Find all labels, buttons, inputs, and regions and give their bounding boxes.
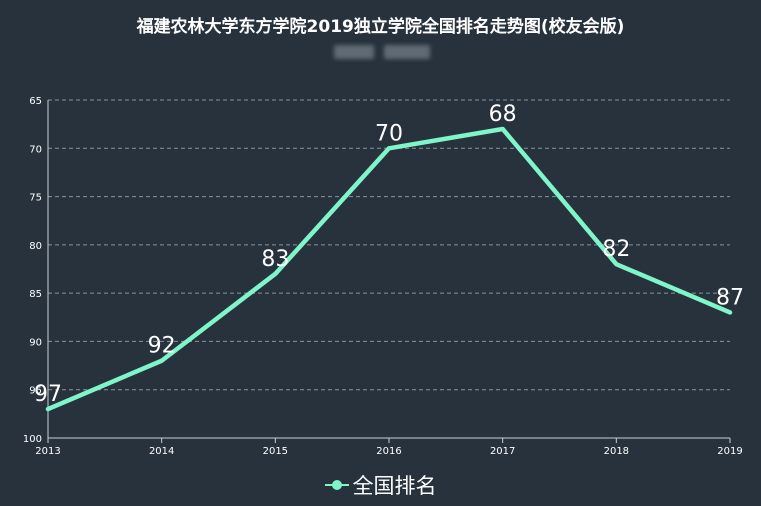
x-tick-label: 2014 xyxy=(149,446,174,457)
data-point xyxy=(159,358,164,363)
data-point xyxy=(614,262,619,267)
x-tick-label: 2016 xyxy=(376,446,401,457)
legend[interactable]: 全国排名 xyxy=(0,470,761,500)
data-label: 97 xyxy=(34,382,62,407)
blurred-subtitle-part-2 xyxy=(384,45,430,59)
data-point xyxy=(387,146,391,151)
chart-title: 福建农林大学东方学院2019独立学院全国排名走势图(校友会版) xyxy=(136,17,625,37)
x-tick-label: 2019 xyxy=(717,446,742,457)
data-point xyxy=(46,407,50,412)
series-line xyxy=(45,126,733,412)
blurred-subtitle-part-1 xyxy=(334,45,374,59)
legend-marker-icon xyxy=(324,478,349,492)
y-tick-label: 90 xyxy=(29,337,42,348)
x-tick-label: 2018 xyxy=(604,446,629,457)
data-point xyxy=(500,126,505,131)
y-tick-label: 75 xyxy=(29,193,42,204)
data-label: 83 xyxy=(261,247,289,272)
x-tick-label: 2015 xyxy=(263,446,288,457)
y-tick-label: 80 xyxy=(29,241,42,252)
x-tick-label: 2017 xyxy=(490,446,515,457)
data-point xyxy=(728,310,732,315)
data-label: 92 xyxy=(148,334,176,359)
y-tick-label: 95 xyxy=(29,386,42,397)
x-tick-label: 2013 xyxy=(35,446,60,457)
data-point xyxy=(273,271,278,276)
data-label: 82 xyxy=(602,237,630,262)
data-label: 68 xyxy=(489,102,517,127)
y-tick-label: 65 xyxy=(29,96,42,107)
legend-label: 全国排名 xyxy=(352,474,437,498)
y-tick-label: 70 xyxy=(29,144,42,155)
data-label: 70 xyxy=(375,121,403,146)
data-label: 87 xyxy=(716,285,744,310)
y-tick-label: 85 xyxy=(29,289,42,300)
y-tick-label: 100 xyxy=(23,434,42,445)
